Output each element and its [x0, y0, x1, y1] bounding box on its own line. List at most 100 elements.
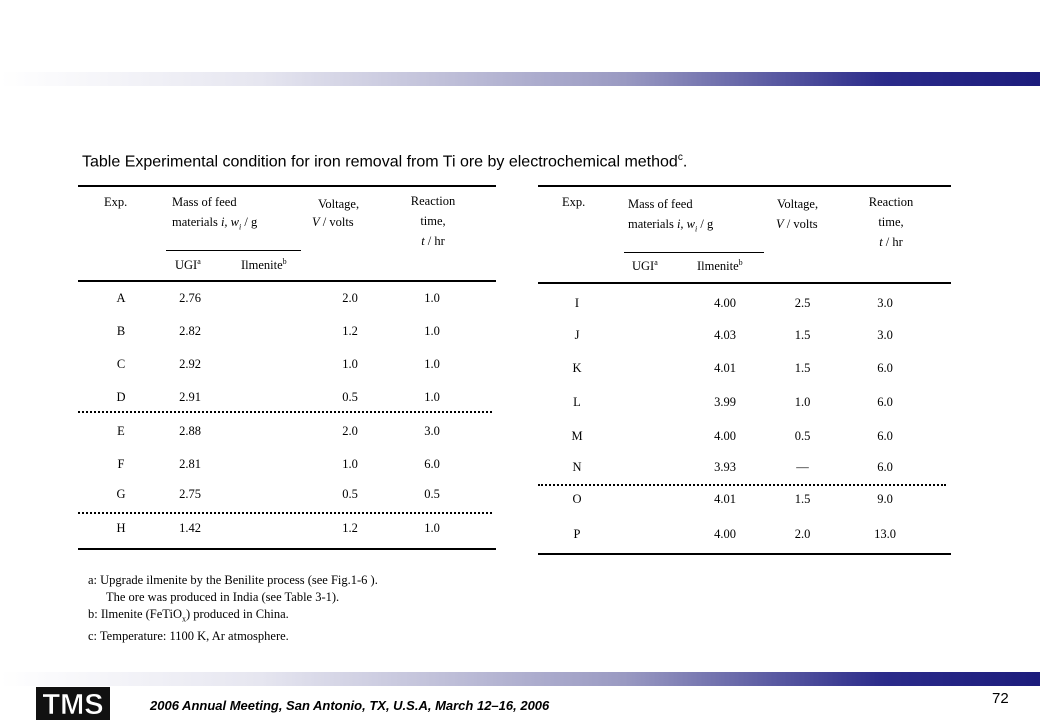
- right-header-mass-line2: materials i, wi / g: [628, 217, 714, 234]
- left-header-voltage-line2: V / volts: [312, 215, 354, 229]
- right-header-mass-line1: Mass of feed: [628, 197, 693, 211]
- right-table-cell-mass: 3.99: [714, 395, 736, 409]
- right-table-cell-volt: 0.5: [794, 429, 811, 443]
- left-header-voltage-line1: Voltage,: [318, 197, 360, 211]
- left-table-cell-exp: B: [116, 324, 126, 338]
- left-table-cell-time: 1.0: [424, 291, 440, 305]
- left-table-top-rule: [78, 185, 496, 187]
- right-table-cell-time: 6.0: [877, 361, 893, 375]
- right-table-cell-volt: —: [796, 460, 809, 474]
- left-subheader-ilmenite: Ilmeniteb: [241, 257, 287, 273]
- footnote-a-line2: The ore was produced in India (see Table…: [106, 590, 340, 604]
- right-table-cell-mass: 4.00: [714, 296, 736, 310]
- right-header-reaction-line3: t / hr: [879, 235, 903, 249]
- right-subheader-ilmenite: Ilmeniteb: [697, 258, 743, 274]
- left-subheader-ugi: UGIa: [175, 257, 201, 273]
- right-header-voltage-line2: V / volts: [776, 217, 818, 231]
- right-table-cell-mass: 4.00: [714, 429, 736, 443]
- right-header-exp: Exp.: [562, 195, 586, 209]
- page-number: 72: [992, 690, 1009, 707]
- left-table-cell-volt: 0.5: [342, 487, 358, 501]
- left-table-cell-volt: 2.0: [342, 291, 358, 305]
- right-table-cell-exp: N: [572, 460, 582, 474]
- right-table-cell-time: 13.0: [874, 527, 896, 541]
- left-table-cell-mass: 2.75: [179, 487, 201, 501]
- left-table-cell-exp: C: [116, 357, 126, 371]
- left-table-cell-exp: F: [117, 457, 125, 471]
- top-gradient-bar: [0, 72, 1040, 86]
- right-table-cell-mass: 3.93: [714, 460, 736, 474]
- right-header-reaction-line2: time,: [878, 215, 904, 229]
- tms-logo: TMS: [36, 687, 110, 720]
- right-table-cell-exp: I: [574, 296, 580, 310]
- right-subheader-rule: [624, 252, 764, 253]
- bottom-gradient-bar: [0, 672, 1040, 686]
- right-table-cell-volt: 1.0: [794, 395, 811, 409]
- left-table-cell-time: 1.0: [424, 390, 440, 404]
- right-table-cell-time: 9.0: [877, 492, 893, 506]
- footnote-c: c: Temperature: 1100 K, Ar atmosphere.: [88, 628, 289, 643]
- footnote-a-line1: a: Upgrade ilmenite by the Benilite proc…: [88, 573, 378, 587]
- right-table-cell-volt: 1.5: [794, 361, 811, 375]
- left-header-exp: Exp.: [104, 195, 128, 209]
- left-table-cell-time: 1.0: [424, 357, 440, 371]
- right-table-cell-exp: K: [572, 361, 582, 375]
- left-table-cell-volt: 0.5: [342, 390, 358, 404]
- right-table-cell-volt: 1.5: [794, 328, 811, 342]
- left-table-cell-volt: 1.2: [342, 521, 358, 535]
- left-table-cell-mass: 2.76: [179, 291, 201, 305]
- left-table-cell-mass: 2.92: [179, 357, 201, 371]
- left-table-cell-volt: 1.0: [342, 357, 358, 371]
- right-table-bottom-rule: [538, 553, 951, 555]
- left-header-mass-line1: Mass of feed: [172, 195, 237, 209]
- right-table-cell-time: 6.0: [877, 429, 893, 443]
- left-header-reaction-line3: t / hr: [421, 234, 445, 248]
- left-table-cell-time: 6.0: [424, 457, 440, 471]
- left-table-cell-mass: 2.81: [179, 457, 201, 471]
- left-table-cell-time: 0.5: [424, 487, 440, 501]
- right-table-cell-exp: J: [574, 328, 580, 342]
- left-header-reaction-line1: Reaction: [410, 194, 456, 208]
- right-header-bottom-rule: [538, 282, 951, 284]
- left-table-cell-time: 1.0: [424, 324, 440, 338]
- right-table-cell-mass: 4.01: [714, 361, 736, 375]
- left-table-cell-mass: 2.82: [179, 324, 201, 338]
- left-header-mass-line2: materials i, wi / g: [172, 215, 258, 232]
- right-table-cell-exp: P: [573, 527, 581, 541]
- right-table-cell-mass: 4.00: [714, 527, 736, 541]
- right-table-cell-volt: 2.0: [794, 527, 811, 541]
- left-dotted-separator-1: [78, 411, 492, 413]
- right-table-cell-mass: 4.03: [714, 328, 736, 342]
- left-header-reaction-line2: time,: [420, 214, 446, 228]
- right-table-cell-time: 3.0: [877, 296, 893, 310]
- left-subheader-rule: [166, 250, 301, 251]
- left-table-cell-exp: H: [116, 521, 126, 535]
- right-table-cell-volt: 1.5: [794, 492, 811, 506]
- left-table-cell-volt: 1.2: [342, 324, 358, 338]
- left-table-cell-time: 3.0: [424, 424, 440, 438]
- table-footnotes: a: Upgrade ilmenite by the Benilite proc…: [88, 572, 378, 645]
- right-table-cell-mass: 4.01: [714, 492, 736, 506]
- right-table-cell-exp: L: [573, 395, 581, 409]
- left-table-cell-exp: D: [116, 390, 126, 404]
- right-table-cell-time: 3.0: [877, 328, 893, 342]
- right-table-top-rule: [538, 185, 951, 187]
- footnote-b: b: Ilmenite (FeTiOx) produced in China.: [88, 607, 289, 624]
- left-table-cell-mass: 1.42: [179, 521, 201, 535]
- left-table-cell-volt: 1.0: [342, 457, 358, 471]
- right-table-cell-exp: M: [571, 429, 583, 443]
- left-table-bottom-rule: [78, 548, 496, 550]
- left-table-cell-time: 1.0: [424, 521, 440, 535]
- left-table-cell-mass: 2.91: [179, 390, 201, 404]
- tms-logo-text: TMS: [42, 689, 103, 720]
- left-dotted-separator-2: [78, 512, 492, 514]
- left-table-cell-exp: G: [116, 487, 126, 501]
- right-table-cell-time: 6.0: [877, 460, 893, 474]
- right-subheader-ugi: UGIa: [632, 258, 658, 274]
- right-table-cell-volt: 2.5: [794, 296, 811, 310]
- table-title: Table Experimental condition for iron re…: [82, 152, 688, 171]
- right-table-cell-time: 6.0: [877, 395, 893, 409]
- left-table-cell-volt: 2.0: [342, 424, 358, 438]
- right-table-cell-exp: O: [572, 492, 582, 506]
- left-table-cell-mass: 2.88: [179, 424, 201, 438]
